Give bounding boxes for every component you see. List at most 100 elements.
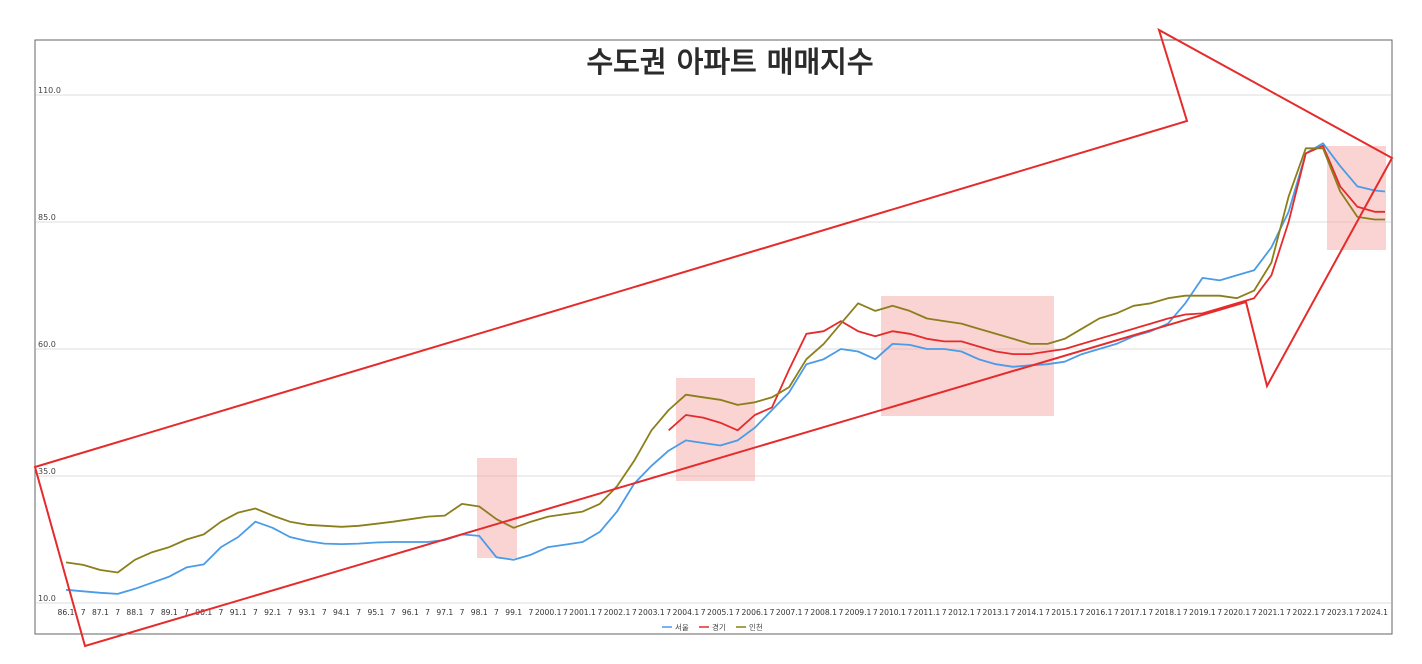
x-tick-label: 2003.1 (638, 608, 665, 617)
x-tick-label: 7 (253, 608, 258, 617)
x-tick-label: 7 (1045, 608, 1050, 617)
x-tick-label: 2012.1 (948, 608, 975, 617)
series-line-1 (65, 142, 1386, 595)
plot-frame (34, 39, 1393, 635)
x-tick-label: 7 (81, 608, 86, 617)
x-tick-label: 7 (494, 608, 499, 617)
x-tick-label: 7 (1217, 608, 1222, 617)
x-tick-label: 2007.1 (776, 608, 803, 617)
x-tick-label: 7 (838, 608, 843, 617)
x-tick-label: 2022.1 (1293, 608, 1320, 617)
x-tick-label: 7 (942, 608, 947, 617)
x-tick-label: 7 (666, 608, 671, 617)
x-tick-label: 7 (632, 608, 637, 617)
y-tick-label: 110.0 (38, 86, 61, 95)
x-tick-label: 92.1 (264, 608, 281, 617)
x-tick-label: 99.1 (505, 608, 522, 617)
highlight-box-2004 (676, 378, 755, 481)
legend-label: 경기 (712, 622, 726, 632)
x-tick-label: 7 (528, 608, 533, 617)
trend-arrow (33, 27, 1394, 648)
x-tick-label: 89.1 (161, 608, 178, 617)
highlight-box-1998 (477, 458, 517, 558)
x-tick-label: 7 (322, 608, 327, 617)
x-axis: 86.1 7 87.1 7 88.1 7 89.1 7 90.1 7 91.1 7 92.1 7 93.1 7… (58, 608, 1389, 617)
y-tick-label: 35.0 (38, 467, 56, 476)
chart-title: 수도권 아파트 매매지수 (587, 45, 874, 79)
x-tick-label: 7 (460, 608, 465, 617)
highlight-box-2023 (1327, 146, 1386, 250)
x-tick-label: 2015.1 (1051, 608, 1078, 617)
legend-label: 서울 (675, 623, 689, 632)
x-tick-label: 7 (391, 608, 396, 617)
x-tick-label: 7 (563, 608, 568, 617)
x-tick-label: 2023.1 (1327, 608, 1354, 617)
x-tick-label: 7 (1011, 608, 1016, 617)
x-tick-label: 87.1 (92, 608, 109, 617)
x-tick-label: 7 (1114, 608, 1119, 617)
x-tick-label: 2019.1 (1189, 608, 1216, 617)
x-tick-label: 7 (804, 608, 809, 617)
x-tick-label: 86.1 (58, 608, 75, 617)
x-tick-label: 7 (115, 608, 120, 617)
x-tick-label: 7 (873, 608, 878, 617)
x-tick-label: 2001.1 (569, 608, 596, 617)
x-tick-label: 2024.1 (1361, 608, 1388, 617)
x-tick-label: 88.1 (126, 608, 143, 617)
x-tick-label: 7 (1321, 608, 1326, 617)
x-tick-label: 7 (287, 608, 292, 617)
y-axis: 10.0 35.0 60.0 85.0 110.0 (38, 86, 61, 603)
x-tick-label: 7 (907, 608, 912, 617)
x-tick-label: 2010.1 (879, 608, 906, 617)
x-tick-label: 2009.1 (845, 608, 872, 617)
x-tick-label: 7 (1080, 608, 1085, 617)
x-tick-label: 7 (976, 608, 981, 617)
y-tick-label: 10.0 (38, 594, 56, 603)
x-tick-label: 93.1 (299, 608, 316, 617)
x-tick-label: 7 (1355, 608, 1360, 617)
x-tick-label: 2008.1 (810, 608, 837, 617)
x-tick-label: 2021.1 (1258, 608, 1285, 617)
x-tick-label: 97.1 (436, 608, 453, 617)
x-tick-label: 7 (356, 608, 361, 617)
x-tick-label: 90.1 (195, 608, 212, 617)
x-tick-label: 2005.1 (707, 608, 734, 617)
x-tick-label: 2020.1 (1224, 608, 1251, 617)
highlight-boxes (477, 146, 1386, 558)
x-tick-label: 2018.1 (1155, 608, 1182, 617)
legend: 서울 경기 인천 (662, 622, 763, 632)
x-tick-label: 2004.1 (673, 608, 700, 617)
x-tick-label: 7 (1183, 608, 1188, 617)
x-tick-label: 7 (425, 608, 430, 617)
highlight-box-2010 (881, 296, 1054, 416)
x-tick-label: 7 (150, 608, 155, 617)
grid-lines (36, 94, 1391, 604)
x-tick-label: 96.1 (402, 608, 419, 617)
x-tick-label: 2011.1 (914, 608, 941, 617)
series-line-2 (668, 144, 1385, 432)
x-tick-label: 91.1 (230, 608, 247, 617)
x-tick-label: 2016.1 (1086, 608, 1113, 617)
x-tick-label: 7 (701, 608, 706, 617)
x-tick-label: 7 (770, 608, 775, 617)
x-tick-label: 94.1 (333, 608, 350, 617)
series-lines (65, 142, 1386, 595)
x-tick-label: 95.1 (367, 608, 384, 617)
series-line-3 (65, 147, 1385, 574)
x-tick-label: 2013.1 (983, 608, 1010, 617)
x-tick-label: 7 (1148, 608, 1153, 617)
x-tick-label: 7 (735, 608, 740, 617)
x-tick-label: 7 (1286, 608, 1291, 617)
y-tick-label: 60.0 (38, 340, 56, 349)
y-tick-label: 85.0 (38, 213, 56, 222)
x-tick-label: 7 (184, 608, 189, 617)
x-tick-label: 7 (1252, 608, 1257, 617)
x-tick-label: 2006.1 (741, 608, 768, 617)
legend-label: 인천 (749, 622, 763, 632)
x-tick-label: 2017.1 (1120, 608, 1147, 617)
x-tick-label: 2002.1 (604, 608, 631, 617)
x-tick-label: 98.1 (471, 608, 488, 617)
x-tick-label: 7 (219, 608, 224, 617)
x-tick-label: 2014.1 (1017, 608, 1044, 617)
